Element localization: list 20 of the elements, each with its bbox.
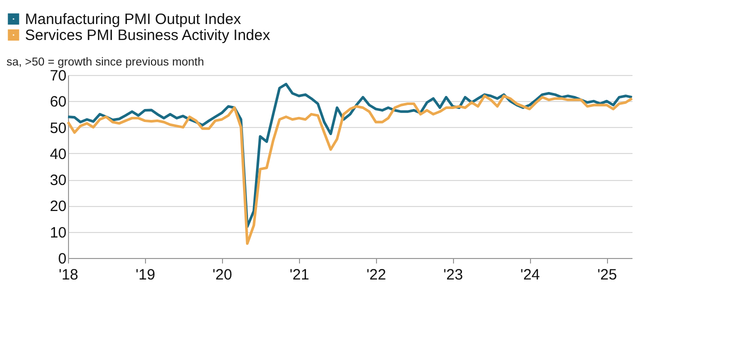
x-tick-label: '24: [520, 266, 540, 284]
y-tick-label: 40: [50, 146, 66, 163]
x-tick-label: '18: [58, 266, 78, 284]
y-tick-label: 10: [50, 224, 66, 242]
y-tick-label: 30: [50, 172, 66, 190]
y-tick-label: 0: [58, 250, 66, 268]
y-tick-label: 50: [50, 120, 66, 137]
line-series: [66, 94, 634, 245]
y-axis-title: sa, >50 = growth since previous month: [6, 56, 204, 68]
y-tick-label: 60: [50, 94, 66, 111]
legend-label: Manufacturing PMI Output Index: [25, 11, 242, 28]
x-tick-label: '19: [136, 266, 156, 284]
x-tick-label: '23: [443, 266, 463, 284]
legend-label: Services PMI Business Activity Index: [25, 27, 271, 44]
y-tick-label: 20: [50, 198, 66, 216]
x-tick-label: '22: [366, 266, 386, 284]
x-tick-label: '25: [597, 266, 617, 284]
x-tick-label: '21: [290, 266, 310, 284]
y-tick-label: 70: [50, 68, 66, 84]
x-tick-label: '20: [212, 266, 232, 284]
